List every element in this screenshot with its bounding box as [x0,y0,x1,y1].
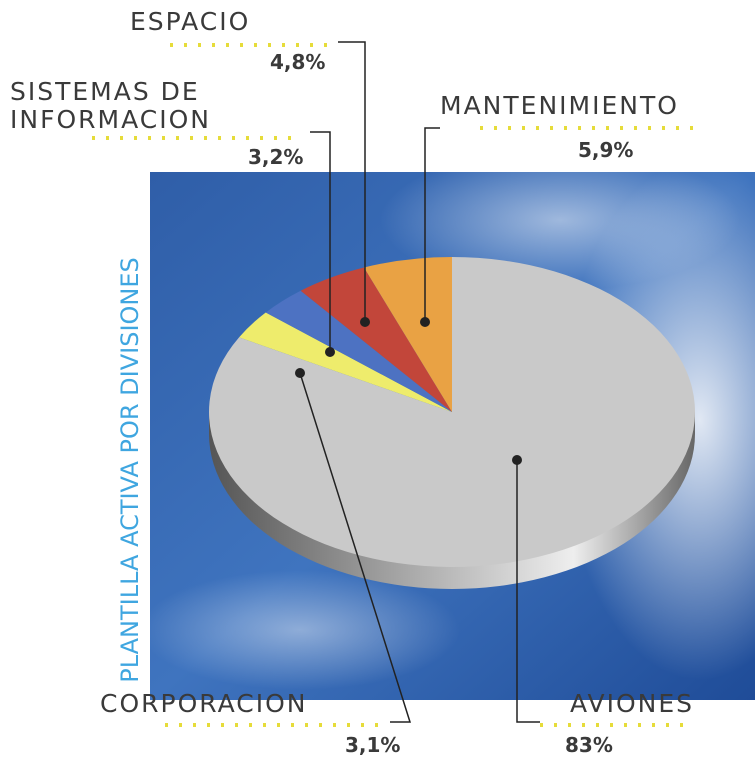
value-label: 4,8% [270,50,326,74]
category-label: SISTEMAS DE INFORMACION [10,77,211,134]
leader-line [299,372,412,723]
pie-slice [239,312,452,412]
chart-title: PLANTILLA ACTIVA POR DIVISIONES [116,257,144,683]
cloud [380,150,740,290]
value-label: 5,9% [578,138,634,162]
leader-dot [360,317,370,327]
leader-line [338,41,366,322]
leader-dot [512,455,522,465]
leaders [92,41,700,727]
category-label: AVIONES [570,689,695,718]
leader-dot [325,347,335,357]
cloud [140,570,460,690]
value-label: 3,1% [345,733,401,757]
pie-slice [363,257,452,412]
category-label: ESPACIO [130,7,251,36]
pie-slice [300,267,452,412]
leader-dot [420,317,430,327]
value-label: 83% [565,733,613,757]
leader-line [424,127,440,322]
leader-line [310,131,331,352]
category-label: CORPORACION [100,689,308,718]
pie-slice [265,290,452,412]
pie-slice [209,257,695,567]
leader-dot [295,368,305,378]
value-label: 3,2% [248,145,304,169]
category-label: MANTENIMIENTO [440,91,679,120]
pie [209,257,695,589]
leader-line [516,460,540,723]
